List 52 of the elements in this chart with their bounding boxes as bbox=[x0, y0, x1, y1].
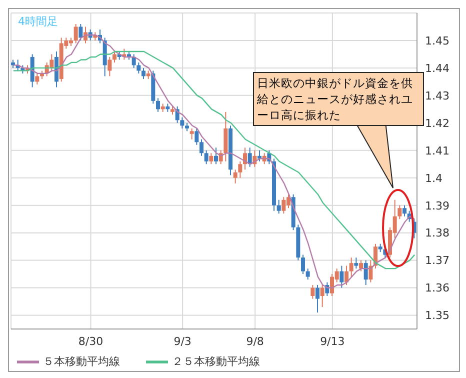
candlestick bbox=[354, 257, 358, 270]
candlestick bbox=[344, 265, 348, 286]
candlestick bbox=[74, 23, 78, 44]
y-tick-label: 1.41 bbox=[425, 144, 450, 158]
candlestick bbox=[78, 23, 83, 41]
chart-title: 4時間足 bbox=[18, 14, 58, 29]
candlestick bbox=[233, 169, 238, 184]
candlestick bbox=[316, 284, 320, 314]
candlestick bbox=[108, 56, 112, 77]
y-tick-label: 1.44 bbox=[425, 62, 450, 75]
candlestick bbox=[156, 98, 160, 112]
candlestick bbox=[35, 72, 40, 85]
candlestick bbox=[200, 138, 204, 156]
candlestick bbox=[180, 116, 184, 129]
y-tick-label: 1.35 bbox=[425, 309, 450, 322]
candlestick bbox=[320, 284, 324, 308]
y-tick-label: 1.43 bbox=[425, 89, 450, 102]
x-tick-label: 8/30 bbox=[78, 334, 104, 348]
candlestick bbox=[248, 147, 252, 168]
candlestick bbox=[402, 204, 406, 217]
candlestick bbox=[306, 268, 310, 280]
y-tick-label: 1.38 bbox=[425, 226, 450, 240]
legend-label: ２５本移動平均線 bbox=[172, 355, 260, 368]
y-tick-label: 1.45 bbox=[425, 34, 450, 48]
candlestick bbox=[112, 50, 116, 63]
candlestick bbox=[398, 204, 402, 220]
candlestick bbox=[190, 128, 194, 140]
candlestick bbox=[368, 260, 373, 283]
candlestick bbox=[194, 128, 199, 146]
candlestick bbox=[209, 152, 214, 165]
candlestick bbox=[310, 284, 315, 300]
x-tick-label: 9/8 bbox=[246, 334, 264, 348]
y-tick-label: 1.4 bbox=[425, 172, 442, 185]
candlestick bbox=[349, 257, 354, 278]
x-tick-label: 9/3 bbox=[174, 334, 192, 348]
candlestick bbox=[238, 160, 242, 178]
candlestick bbox=[340, 265, 344, 288]
annotation: 日米欧の中銀がドル資金を供給とのニュースが好感されユーロ高に振れた bbox=[253, 72, 424, 126]
legend-label: ５本移動平均線 bbox=[43, 355, 120, 368]
y-tick-label: 1.39 bbox=[425, 199, 450, 212]
candlestick bbox=[136, 62, 141, 74]
candlestick bbox=[301, 254, 305, 275]
y-tick-label: 1.37 bbox=[425, 254, 450, 268]
candlestick bbox=[364, 260, 368, 286]
candlestick bbox=[359, 260, 363, 272]
y-tick-label: 1.42 bbox=[425, 116, 450, 130]
candlestick bbox=[276, 199, 281, 214]
candlestick bbox=[214, 147, 218, 165]
y-tick-label: 1.36 bbox=[425, 282, 450, 295]
candlestick bbox=[142, 67, 146, 80]
x-tick-label: 9/13 bbox=[320, 334, 345, 348]
candlestick bbox=[204, 150, 208, 165]
